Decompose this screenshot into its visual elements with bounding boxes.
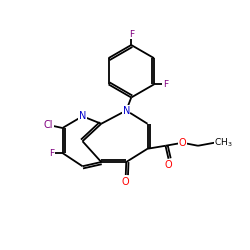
Text: F: F	[163, 80, 168, 89]
Text: N: N	[122, 106, 130, 116]
Text: F: F	[50, 148, 54, 158]
Text: CH$_3$: CH$_3$	[214, 136, 233, 149]
Text: O: O	[165, 160, 172, 170]
Text: O: O	[122, 177, 130, 187]
Text: F: F	[129, 30, 134, 39]
Text: Cl: Cl	[44, 120, 54, 130]
Text: N: N	[79, 111, 86, 121]
Text: O: O	[179, 138, 186, 148]
